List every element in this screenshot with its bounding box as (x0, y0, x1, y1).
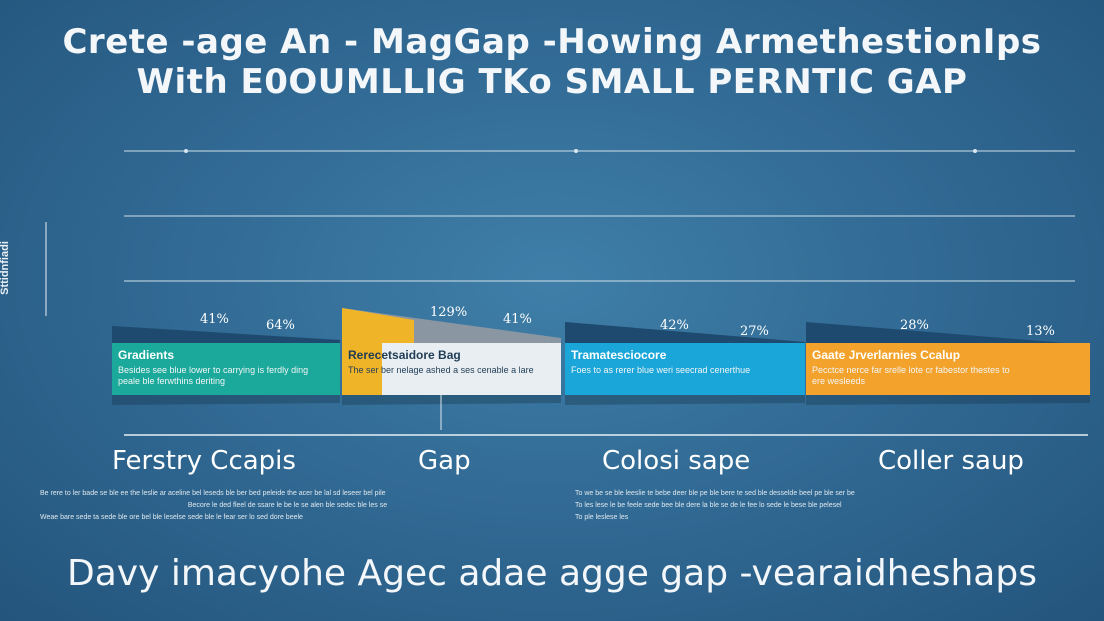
description-right-1: To we be se ble leeslie te bebe deer ble… (575, 490, 855, 497)
panel-bar (565, 343, 805, 395)
panel-shadow (565, 395, 805, 405)
data-label: 28% (900, 318, 929, 333)
panel-cap (565, 322, 805, 343)
gridline-marker-1 (184, 149, 188, 153)
data-label: 41% (200, 312, 229, 327)
description-right-3: To ple leslese les (575, 514, 629, 521)
category-label-1: Ferstry Ccapis (112, 446, 296, 476)
category-label-3: Colosi sape (602, 446, 751, 476)
panel-shadow (806, 395, 1090, 405)
data-label: 27% (740, 324, 769, 339)
panel-title: Gaate Jrverlarnies Ccalup (812, 348, 961, 362)
description-left-1: Be rere to ler bade se ble ee the leslie… (40, 490, 386, 497)
panel-description: Pecctce nerce far srelle lote cr fabesto… (812, 365, 1010, 386)
panel-title: Rerecetsaidore Bag (348, 348, 461, 362)
gridline-marker-2 (574, 149, 578, 153)
panel-cap (112, 326, 340, 343)
footer-caption: Davy imacyohe Agec adae agge gap -vearai… (67, 553, 1037, 594)
panel-title: Tramatesciocore (571, 348, 667, 362)
panel-cap-accent (342, 308, 414, 343)
panel-title: Gradients (118, 348, 175, 362)
gridline-marker-3 (973, 149, 977, 153)
description-left-3: Weae bare sede ta sede ble ore bel ble l… (40, 514, 303, 521)
description-right-2: To les lese le be feele sede bee ble der… (575, 502, 842, 509)
data-label: 129% (430, 305, 468, 320)
panel-bar (112, 343, 340, 395)
panel-shadow (112, 395, 340, 405)
data-label: 42% (660, 318, 689, 333)
data-label: 41% (503, 312, 532, 327)
panel-description: The ser ber nelage ashed a ses cenable a… (348, 365, 534, 375)
panel-bar-highlight (382, 343, 561, 395)
data-label: 13% (1026, 324, 1055, 339)
category-label-4: Coller saup (878, 446, 1024, 476)
panel-bar (806, 343, 1090, 395)
description-left-2: Becore le ded fleel de ssare le be le se… (187, 502, 388, 509)
panel-cap (806, 322, 1090, 345)
panel-shadow (342, 395, 561, 405)
panel-description: Foes to as rerer blue weri seecrad cener… (571, 365, 751, 375)
chart-title-line1: Crete -age An - MagGap -Howing Armethest… (62, 22, 1042, 62)
data-label: 64% (266, 318, 295, 333)
chart-title-line2: With E0OUMLLIG TKo SMALL PERNTIC GAP (136, 62, 968, 102)
category-label-2: Gap (418, 446, 471, 476)
panel-description: Besides see blue lower to carrying is fe… (118, 365, 309, 386)
